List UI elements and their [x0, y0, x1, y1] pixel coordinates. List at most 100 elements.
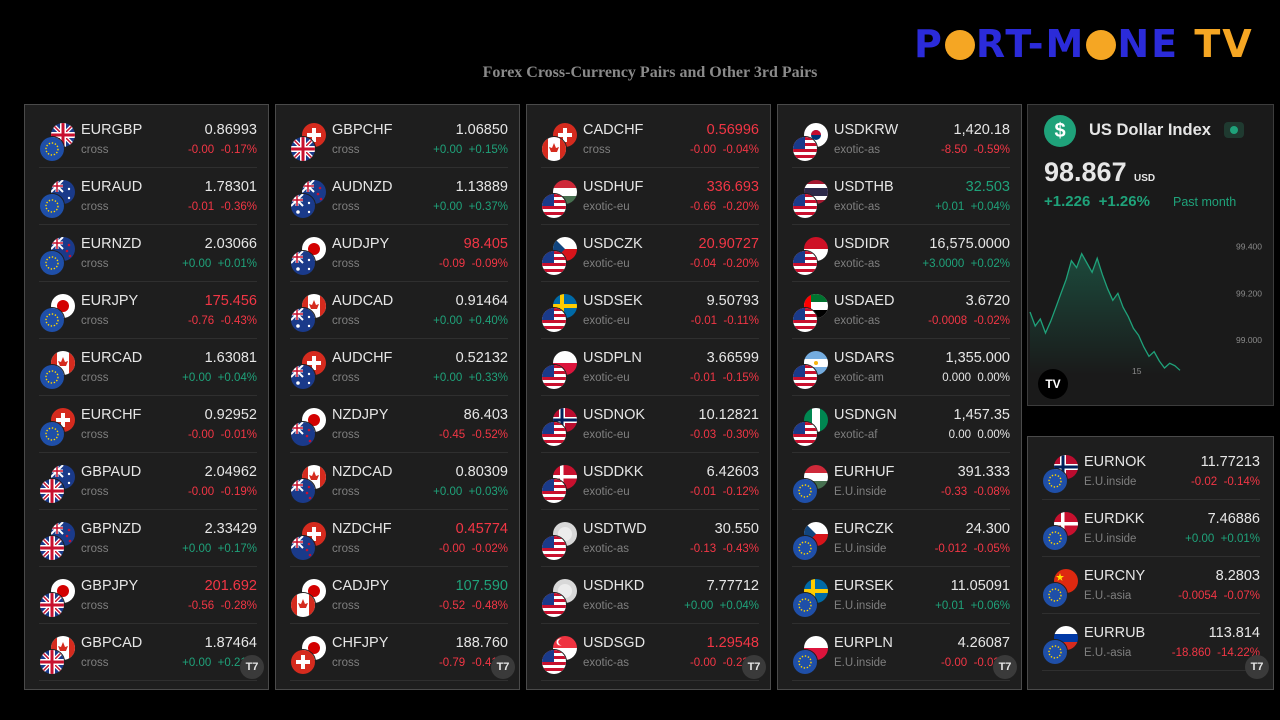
- nz-flag-icon: [290, 421, 316, 447]
- ticker-symbol[interactable]: USDHKD: [583, 578, 645, 594]
- ticker-symbol[interactable]: USDARS: [834, 350, 895, 366]
- ticker-symbol[interactable]: NZDCHF: [332, 521, 392, 537]
- ticker-symbol[interactable]: USDKRW: [834, 122, 899, 138]
- ticker-symbol[interactable]: EURAUD: [81, 179, 143, 195]
- ticker-row[interactable]: EURCHF cross 0.92952 -0.00 -0.01%: [39, 396, 257, 453]
- ticker-row[interactable]: NZDCHF cross 0.45774 -0.00 -0.02%: [290, 510, 508, 567]
- ticker-symbol[interactable]: USDIDR: [834, 236, 890, 252]
- ticker-row[interactable]: GBPCHF cross 1.06850 +0.00 +0.15%: [290, 111, 508, 168]
- ticker-row[interactable]: EURDKK E.U.inside 7.46886 +0.00 +0.01%: [1042, 500, 1260, 557]
- ticker-symbol[interactable]: EURDKK: [1084, 511, 1145, 527]
- ticker-symbol[interactable]: USDNGN: [834, 407, 897, 423]
- ticker-row[interactable]: AUDCAD cross 0.91464 +0.00 +0.40%: [290, 282, 508, 339]
- ticker-row[interactable]: GBPJPY cross 201.692 -0.56 -0.28%: [39, 567, 257, 624]
- ticker-symbol[interactable]: USDDKK: [583, 464, 644, 480]
- ticker-row[interactable]: USDNGN exotic-af 1,457.35 0.00 0.00%: [792, 396, 1010, 453]
- ticker-symbol[interactable]: CADJPY: [332, 578, 390, 594]
- ticker-row[interactable]: USDPLN exotic-eu 3.66599 -0.01 -0.15%: [541, 339, 759, 396]
- ticker-symbol[interactable]: EURCAD: [81, 350, 143, 366]
- tradingview-badge-icon[interactable]: T7: [1245, 655, 1269, 679]
- tradingview-badge-icon[interactable]: T7: [742, 655, 766, 679]
- ticker-row[interactable]: EURGBP cross 0.86993 -0.00 -0.17%: [39, 111, 257, 168]
- ticker-symbol[interactable]: EURNZD: [81, 236, 142, 252]
- ticker-symbol[interactable]: GBPCAD: [81, 635, 143, 651]
- ticker-row[interactable]: USDKRW exotic-as 1,420.18 -8.50 -0.59%: [792, 111, 1010, 168]
- ticker-symbol[interactable]: GBPJPY: [81, 578, 139, 594]
- ticker-symbol[interactable]: EURGBP: [81, 122, 143, 138]
- ticker-row[interactable]: CHFJPY cross 188.760 -0.79 -0.41%: [290, 624, 508, 681]
- ticker-row[interactable]: AUDNZD cross 1.13889 +0.00 +0.37%: [290, 168, 508, 225]
- ticker-symbol[interactable]: EURHUF: [834, 464, 895, 480]
- ticker-row[interactable]: EURNOK E.U.inside 11.77213 -0.02 -0.14%: [1042, 443, 1260, 500]
- ticker-symbol[interactable]: GBPAUD: [81, 464, 142, 480]
- ticker-row[interactable]: GBPAUD cross 2.04962 -0.00 -0.19%: [39, 453, 257, 510]
- ticker-symbol[interactable]: CADCHF: [583, 122, 644, 138]
- tradingview-badge-icon[interactable]: T7: [240, 655, 264, 679]
- ticker-symbol[interactable]: USDAED: [834, 293, 895, 309]
- ticker-row[interactable]: EURAUD cross 1.78301 -0.01 -0.36%: [39, 168, 257, 225]
- ticker-row[interactable]: USDSEK exotic-eu 9.50793 -0.01 -0.11%: [541, 282, 759, 339]
- ticker-row[interactable]: AUDCHF cross 0.52132 +0.00 +0.33%: [290, 339, 508, 396]
- ticker-row[interactable]: USDHKD exotic-as 7.77712 +0.00 +0.04%: [541, 567, 759, 624]
- ticker-symbol[interactable]: EURRUB: [1084, 625, 1146, 641]
- ticker-row[interactable]: EURCNY E.U.-asia 8.2803 -0.0054 -0.07%: [1042, 557, 1260, 614]
- ticker-row[interactable]: EURCZK E.U.inside 24.300 -0.012 -0.05%: [792, 510, 1010, 567]
- ticker-symbol[interactable]: GBPNZD: [81, 521, 142, 537]
- ticker-symbol[interactable]: EURCHF: [81, 407, 142, 423]
- ticker-symbol[interactable]: EURJPY: [81, 293, 139, 309]
- index-line-chart[interactable]: 99.400 99.200 99.000 15: [1028, 235, 1273, 375]
- ticker-row[interactable]: USDAED exotic-as 3.6720 -0.0008 -0.02%: [792, 282, 1010, 339]
- ticker-symbol[interactable]: USDSGD: [583, 635, 646, 651]
- ticker-row[interactable]: EURRUB E.U.-asia 113.814 -18.860 -14.22%: [1042, 614, 1260, 671]
- ticker-row[interactable]: GBPCAD cross 1.87464 +0.00 +0.21%: [39, 624, 257, 681]
- ticker-symbol[interactable]: EURNOK: [1084, 454, 1147, 470]
- tradingview-badge-icon[interactable]: T7: [491, 655, 515, 679]
- ticker-symbol[interactable]: CHFJPY: [332, 635, 389, 651]
- ticker-symbol[interactable]: EURCZK: [834, 521, 894, 537]
- index-name[interactable]: US Dollar Index: [1089, 121, 1211, 139]
- ticker-row[interactable]: USDTHB exotic-as 32.503 +0.01 +0.04%: [792, 168, 1010, 225]
- ticker-row[interactable]: CADJPY cross 107.590 -0.52 -0.48%: [290, 567, 508, 624]
- ticker-symbol[interactable]: AUDNZD: [332, 179, 393, 195]
- ticker-row[interactable]: EURPLN E.U.inside 4.26087 -0.00 -0.02%: [792, 624, 1010, 681]
- ticker-row[interactable]: EURCAD cross 1.63081 +0.00 +0.04%: [39, 339, 257, 396]
- ticker-symbol[interactable]: AUDJPY: [332, 236, 390, 252]
- ticker-symbol[interactable]: USDCZK: [583, 236, 643, 252]
- ticker-row[interactable]: EURHUF E.U.inside 391.333 -0.33 -0.08%: [792, 453, 1010, 510]
- ticker-symbol[interactable]: AUDCAD: [332, 293, 394, 309]
- ticker-row[interactable]: USDNOK exotic-eu 10.12821 -0.03 -0.30%: [541, 396, 759, 453]
- ticker-row[interactable]: AUDJPY cross 98.405 -0.09 -0.09%: [290, 225, 508, 282]
- ticker-symbol[interactable]: EURCNY: [1084, 568, 1146, 584]
- ticker-symbol[interactable]: USDNOK: [583, 407, 646, 423]
- ticker-row[interactable]: USDARS exotic-am 1,355.000 0.000 0.00%: [792, 339, 1010, 396]
- tradingview-logo-icon[interactable]: TV: [1038, 369, 1068, 399]
- ticker-row[interactable]: USDSGD exotic-as 1.29548 -0.00 -0.23%: [541, 624, 759, 681]
- ticker-row[interactable]: EURSEK E.U.inside 11.05091 +0.01 +0.06%: [792, 567, 1010, 624]
- ticker-symbol[interactable]: USDSEK: [583, 293, 643, 309]
- ticker-symbol[interactable]: USDTWD: [583, 521, 647, 537]
- ticker-row[interactable]: NZDJPY cross 86.403 -0.45 -0.52%: [290, 396, 508, 453]
- ticker-symbol[interactable]: USDHUF: [583, 179, 644, 195]
- ticker-symbol[interactable]: EURSEK: [834, 578, 894, 594]
- ticker-row[interactable]: USDDKK exotic-eu 6.42603 -0.01 -0.12%: [541, 453, 759, 510]
- ticker-row[interactable]: CADCHF cross 0.56996 -0.00 -0.04%: [541, 111, 759, 168]
- ticker-symbol[interactable]: AUDCHF: [332, 350, 393, 366]
- ticker-row[interactable]: NZDCAD cross 0.80309 +0.00 +0.03%: [290, 453, 508, 510]
- ticker-symbol[interactable]: GBPCHF: [332, 122, 393, 138]
- ticker-row[interactable]: EURJPY cross 175.456 -0.76 -0.43%: [39, 282, 257, 339]
- ticker-symbol[interactable]: EURPLN: [834, 635, 893, 651]
- ticker-row[interactable]: USDCZK exotic-eu 20.90727 -0.04 -0.20%: [541, 225, 759, 282]
- ticker-row[interactable]: USDTWD exotic-as 30.550 -0.13 -0.43%: [541, 510, 759, 567]
- ticker-row[interactable]: GBPNZD cross 2.33429 +0.00 +0.17%: [39, 510, 257, 567]
- ticker-symbol[interactable]: NZDJPY: [332, 407, 389, 423]
- ticker-price: 391.333: [957, 464, 1010, 480]
- us-dollar-index-widget[interactable]: $ US Dollar Index 98.867 USD +1.226 +1.2…: [1027, 104, 1274, 406]
- ticker-symbol[interactable]: NZDCAD: [332, 464, 393, 480]
- ticker-symbol[interactable]: USDTHB: [834, 179, 894, 195]
- ticker-symbol[interactable]: USDPLN: [583, 350, 642, 366]
- ticker-row[interactable]: EURNZD cross 2.03066 +0.00 +0.01%: [39, 225, 257, 282]
- tradingview-badge-icon[interactable]: T7: [993, 655, 1017, 679]
- ticker-row[interactable]: USDHUF exotic-eu 336.693 -0.66 -0.20%: [541, 168, 759, 225]
- ticker-row[interactable]: USDIDR exotic-as 16,575.0000 +3.0000 +0.02%: [792, 225, 1010, 282]
- ticker-category: E.U.-asia: [1084, 647, 1132, 659]
